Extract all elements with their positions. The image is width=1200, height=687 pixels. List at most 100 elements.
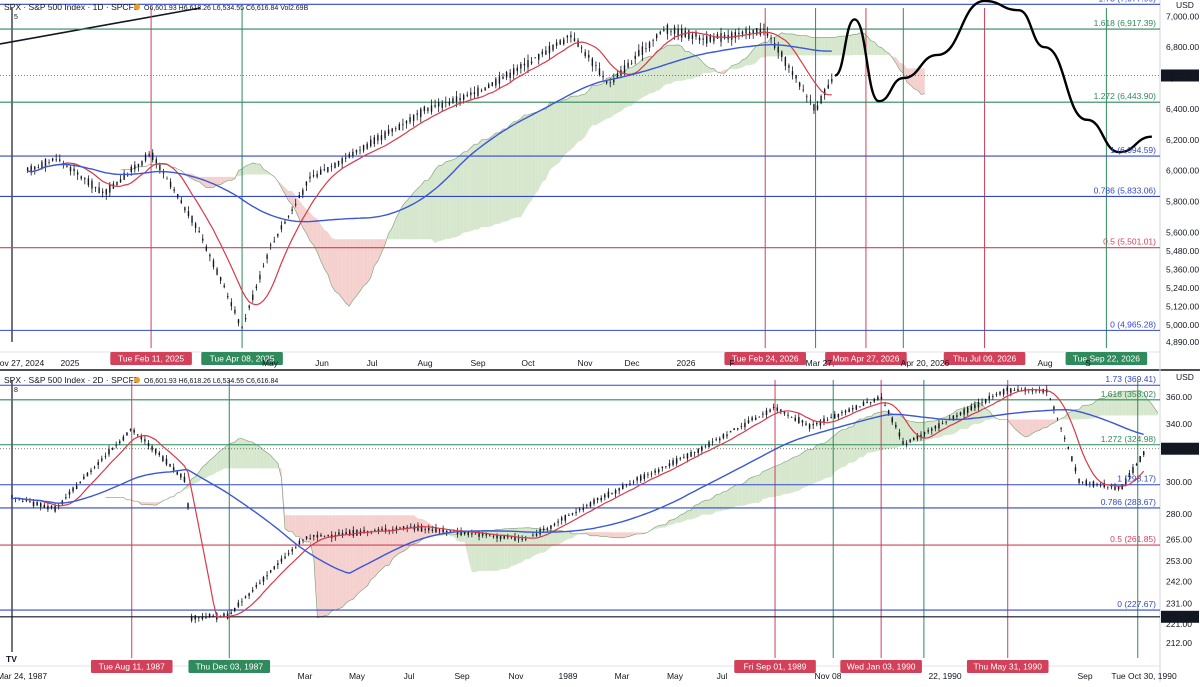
candle-body [787, 415, 789, 416]
candle-body [26, 500, 28, 501]
candle-body [713, 37, 714, 41]
candle-body [309, 177, 310, 179]
cloud-segment [353, 515, 357, 599]
cloud-segment [442, 162, 446, 241]
candle-body [363, 530, 365, 532]
y-tick-label: 5,120.00 [1166, 302, 1199, 312]
candle-body [557, 521, 559, 522]
cloud-segment [946, 415, 950, 435]
candle-body [101, 459, 103, 461]
cloud-segment [478, 140, 482, 230]
candle-body [427, 108, 428, 111]
cloud-segment [835, 432, 839, 472]
candle-body [967, 408, 969, 413]
candle-body [359, 150, 360, 151]
candle-body [417, 113, 418, 114]
candle-body [1093, 481, 1095, 486]
cloud-segment [496, 133, 500, 224]
candle-body [618, 488, 620, 490]
cloud-segment [515, 528, 519, 565]
cloud-segment [508, 528, 512, 568]
candle-body [256, 585, 258, 587]
cloud-segment [650, 56, 654, 93]
indicator-count: 5 [14, 14, 18, 21]
candle-body [1075, 467, 1077, 471]
candle-body [602, 76, 603, 77]
candle-body [680, 458, 682, 459]
candle-body [909, 440, 911, 442]
candle-body [133, 430, 135, 433]
candle-body [841, 412, 843, 413]
cloud-segment [546, 103, 550, 180]
candle-body [931, 429, 933, 431]
candle-body [266, 575, 268, 576]
candle-body [577, 40, 578, 46]
date-marker-label: Tue Aug 11, 1987 [99, 662, 165, 672]
x-tick-label: 1989 [559, 671, 578, 681]
x-tick-label: May [349, 671, 366, 681]
candle-body [488, 84, 489, 88]
candle-body [717, 34, 718, 39]
candle-body [565, 515, 567, 521]
cloud-segment [342, 239, 346, 303]
date-marker-label: Thu Dec 03, 1987 [195, 662, 263, 672]
candle-body [202, 239, 203, 241]
cloud-segment [871, 41, 875, 55]
candle-body [874, 399, 876, 402]
candle-body [626, 484, 628, 485]
candle-body [277, 563, 279, 565]
cloud-segment [810, 449, 814, 485]
cloud-segment [350, 515, 354, 600]
candle-body [56, 159, 57, 160]
candle-body [802, 420, 804, 422]
x-tick-label: F [729, 358, 734, 368]
candle-body [828, 85, 829, 89]
cloud-segment [860, 419, 864, 457]
candle-body [531, 62, 532, 64]
fib-level-label: 0.786 (283.67) [1101, 497, 1156, 507]
candle-body [320, 535, 322, 536]
cloud-segment [749, 477, 753, 504]
cloud-segment [689, 51, 693, 78]
cloud-segment [324, 230, 328, 275]
candle-body [845, 411, 847, 413]
market-status-icon [134, 377, 140, 383]
x-tick-label: Oct [521, 358, 535, 368]
y-tick-label: 6,800.00 [1166, 42, 1199, 52]
cloud-segment [828, 37, 832, 55]
candle-body [212, 616, 214, 617]
candle-body [263, 577, 265, 582]
candle-body [963, 409, 965, 414]
candle-body [731, 32, 732, 39]
candle-body [719, 438, 721, 440]
candle-body [72, 487, 74, 491]
candle-body [706, 36, 707, 43]
candle-body [213, 260, 214, 267]
cloud-segment [483, 530, 487, 571]
cloud-segment [346, 239, 350, 306]
candle-body [798, 417, 800, 423]
cloud-segment [817, 444, 821, 482]
candle-body [581, 47, 582, 48]
candle-body [288, 553, 290, 554]
cloud-segment [335, 515, 339, 610]
cloud-segment [853, 34, 857, 55]
cloud-segment [382, 515, 386, 569]
candle-body [647, 474, 649, 475]
candle-body [151, 446, 153, 450]
candle-body [866, 402, 868, 403]
date-marker-label: Tue Feb 11, 2025 [118, 354, 184, 364]
candle-body [677, 29, 678, 37]
candle-body [306, 537, 308, 539]
x-tick-label: Sep [470, 358, 485, 368]
candle-body [513, 68, 514, 74]
candle-body [495, 79, 496, 86]
candle-body [291, 549, 293, 551]
cloud-segment [424, 180, 428, 239]
cloud-segment [756, 475, 760, 502]
candle-body [751, 418, 753, 421]
cloud-segment [410, 193, 414, 240]
candle-body [428, 528, 430, 531]
cloud-segment [850, 34, 854, 55]
candle-body [694, 452, 696, 453]
